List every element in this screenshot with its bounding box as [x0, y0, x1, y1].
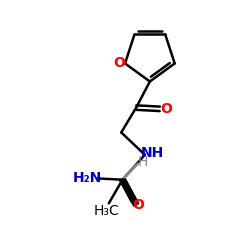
- Text: H₂N: H₂N: [72, 171, 102, 185]
- Text: NH: NH: [141, 146, 164, 160]
- Text: O: O: [132, 198, 144, 212]
- Text: H: H: [138, 154, 148, 168]
- Text: O: O: [160, 102, 172, 116]
- Text: H₃C: H₃C: [94, 204, 119, 218]
- Text: O: O: [114, 56, 126, 70]
